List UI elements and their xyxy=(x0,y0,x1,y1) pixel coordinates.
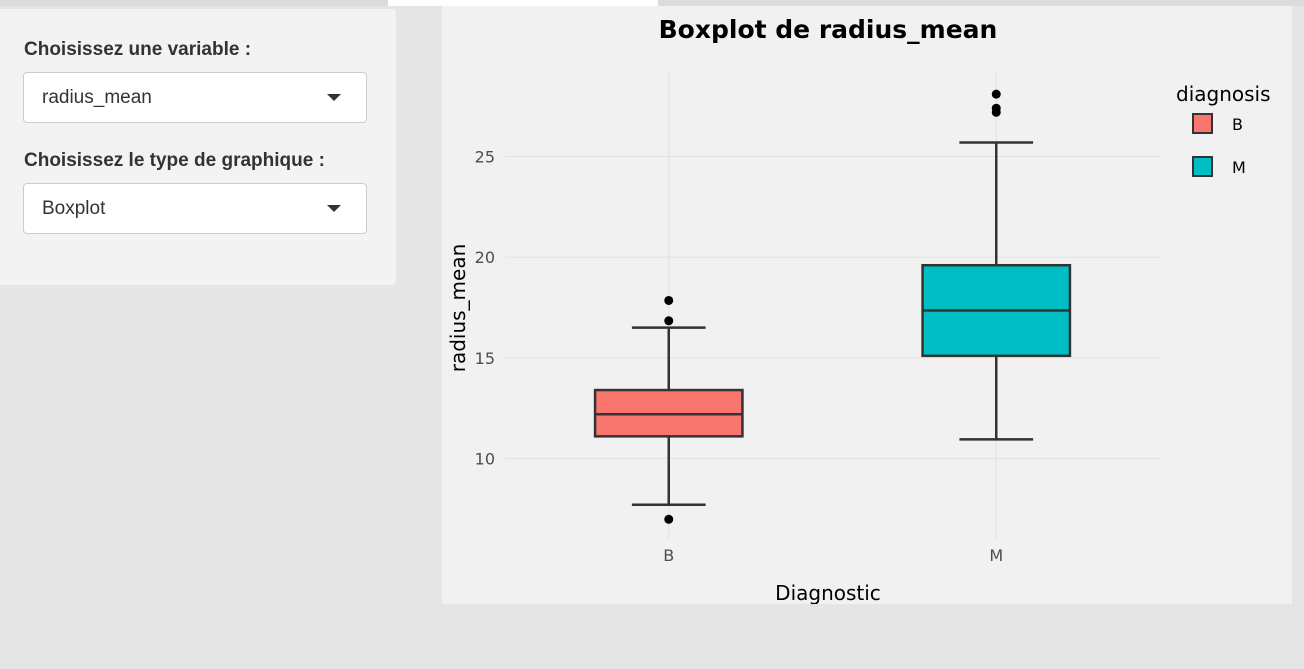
chart-type-select-label: Choisissez le type de graphique : xyxy=(24,150,325,171)
legend: BM xyxy=(1192,113,1246,177)
legend-swatch-M xyxy=(1192,156,1213,177)
sidebar-panel: Choisissez une variable : radius_mean Ch… xyxy=(0,9,396,285)
x-tick-label: B xyxy=(663,546,674,565)
chart-type-select-value: Boxplot xyxy=(42,198,106,219)
y-tick-label: 25 xyxy=(475,148,495,167)
outlier-point xyxy=(991,89,1001,99)
outlier-point xyxy=(664,316,674,326)
variable-select[interactable]: radius_mean xyxy=(23,72,367,123)
variable-select-value: radius_mean xyxy=(42,87,152,108)
y-axis-label: radius_mean xyxy=(446,244,470,373)
legend-label: M xyxy=(1232,158,1246,177)
x-tick-label: M xyxy=(989,546,1003,565)
y-tick-label: 10 xyxy=(475,449,495,468)
axis-ticks: 10 15 20 25 B M xyxy=(475,148,1004,565)
y-tick-label: 20 xyxy=(475,248,495,267)
outlier-point xyxy=(664,295,674,305)
chevron-down-icon xyxy=(327,205,341,212)
y-tick-label: 15 xyxy=(475,349,495,368)
plot-panel: Boxplot de radius_mean Diagnostic radius… xyxy=(442,6,1292,605)
chart-title: Boxplot de radius_mean xyxy=(659,15,998,44)
chart-type-select[interactable]: Boxplot xyxy=(23,183,367,234)
boxplot-chart: Boxplot de radius_mean Diagnostic radius… xyxy=(446,15,1271,605)
outlier-point xyxy=(991,103,1001,113)
variable-select-label: Choisissez une variable : xyxy=(24,39,252,60)
legend-swatch-B xyxy=(1192,113,1213,134)
active-tab-strip xyxy=(388,0,658,6)
chevron-down-icon xyxy=(327,94,341,101)
legend-title: diagnosis xyxy=(1176,82,1271,106)
outlier-point xyxy=(664,514,674,524)
boxes xyxy=(593,89,1072,524)
legend-label: B xyxy=(1232,115,1243,134)
x-axis-label: Diagnostic xyxy=(775,581,881,604)
